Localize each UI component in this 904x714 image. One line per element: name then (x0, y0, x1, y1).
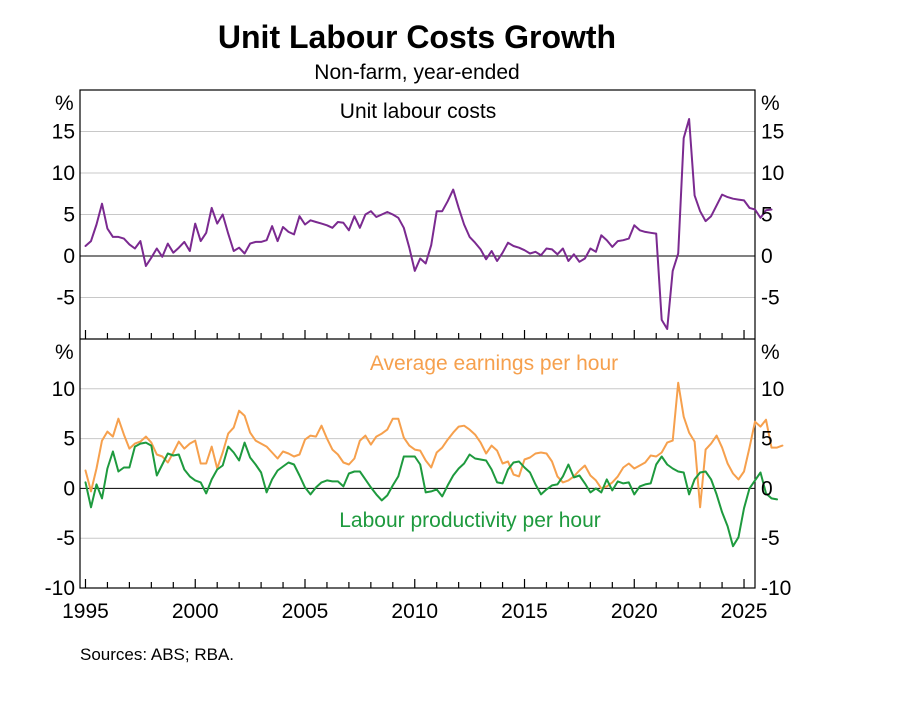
bottom-right-unit: % (761, 341, 780, 364)
top-right-unit: % (761, 92, 780, 115)
y-tick-left-bottom: -5 (56, 527, 75, 550)
chart-title: Unit Labour Costs Growth (218, 19, 616, 55)
x-tick-label: 2010 (391, 600, 438, 623)
series-layer (84, 118, 784, 548)
chart-subtitle: Non-farm, year-ended (314, 61, 519, 84)
ulc-panel-label: Unit labour costs (340, 100, 496, 123)
y-tick-left-top: -5 (56, 287, 75, 310)
y-axis-tick-labels: 15 15 10 10 5 5 0 0 -5 -5 10 10 5 5 0 0 -5 -5 -10 -10 (45, 121, 792, 601)
productivity-series-label: Labour productivity per hour (339, 509, 601, 532)
x-tick-label: 2000 (172, 600, 219, 623)
y-tick-right-bottom: -5 (761, 527, 780, 550)
y-tick-right-bottom: 10 (761, 378, 784, 401)
y-tick-right-top: 15 (761, 121, 784, 144)
bottom-left-unit: % (55, 341, 74, 364)
x-tick-label: 2005 (282, 600, 329, 623)
x-tick-label: 2020 (611, 600, 658, 623)
x-tick-label: 1995 (62, 600, 109, 623)
x-tick-label: 2015 (501, 600, 548, 623)
series-unit-labour-costs (84, 118, 773, 330)
y-tick-right-bottom: 5 (761, 428, 773, 451)
gridlines (80, 131, 755, 539)
y-tick-left-top: 5 (63, 204, 75, 227)
zero-lines (80, 255, 755, 489)
y-tick-right-bottom: 0 (761, 477, 773, 500)
y-tick-right-top: -5 (761, 287, 780, 310)
series-labour-productivity-per-hour (84, 441, 778, 548)
y-tick-right-top: 0 (761, 245, 773, 268)
y-tick-left-top: 0 (63, 245, 75, 268)
x-tick-label: 2025 (721, 600, 768, 623)
x-axis-ticks: 1995 2000 2005 2010 2015 2020 2025 (62, 330, 767, 623)
y-tick-left-bottom: 0 (63, 477, 75, 500)
top-left-unit: % (55, 92, 74, 115)
series-average-earnings-per-hour (84, 381, 784, 509)
y-tick-left-bottom: 5 (63, 428, 75, 451)
y-tick-left-top: 10 (52, 162, 75, 185)
sources-note: Sources: ABS; RBA. (80, 645, 234, 664)
y-tick-right-top: 5 (761, 204, 773, 227)
y-tick-left-bottom: -10 (45, 577, 75, 600)
y-tick-right-bottom: -10 (761, 577, 791, 600)
y-tick-right-top: 10 (761, 162, 784, 185)
y-tick-left-top: 15 (52, 121, 75, 144)
earnings-series-label: Average earnings per hour (370, 352, 618, 375)
y-tick-left-bottom: 10 (52, 378, 75, 401)
